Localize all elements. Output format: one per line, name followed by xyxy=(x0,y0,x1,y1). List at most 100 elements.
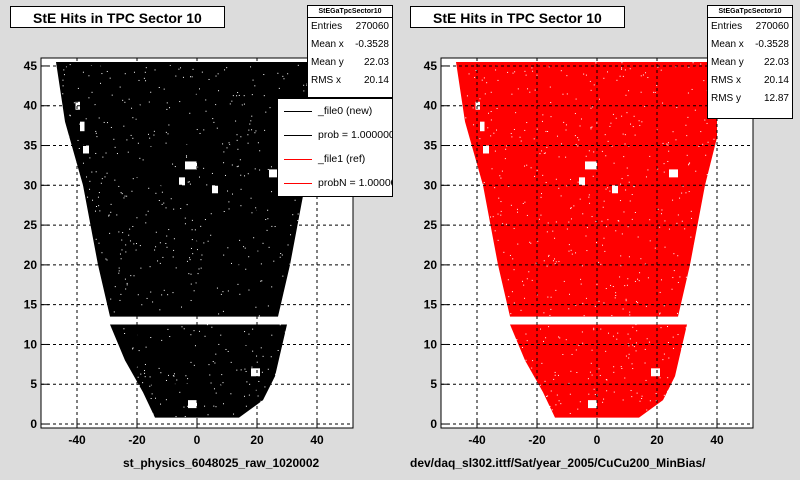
right-speckle-dot xyxy=(504,158,506,160)
right-speckle-dot xyxy=(570,370,572,372)
right-speckle-dot xyxy=(463,382,465,384)
right-speckle-dot xyxy=(569,412,571,414)
left-speckle-dot xyxy=(99,327,101,329)
right-speckle-dot xyxy=(530,242,532,244)
left-speckle-dot xyxy=(218,90,220,92)
left-speckle-dot xyxy=(304,319,306,321)
right-speckle-dot xyxy=(475,315,477,317)
left-speckle-dot xyxy=(179,101,181,103)
right-speckle-dot xyxy=(519,136,521,138)
right-speckle-dot xyxy=(655,400,657,402)
right-speckle-dot xyxy=(685,192,687,194)
left-speckle-dot xyxy=(144,372,146,374)
left-speckle-dot xyxy=(101,178,103,180)
left-speckle-dot xyxy=(311,250,313,252)
right-speckle-dot xyxy=(562,93,564,95)
right-speckle-dot xyxy=(462,228,464,230)
right-speckle-dot xyxy=(526,164,528,166)
right-speckle-dot xyxy=(620,366,622,368)
right-speckle-dot xyxy=(494,187,496,189)
right-speckle-dot xyxy=(524,70,526,72)
left-speckle-dot xyxy=(253,237,255,239)
left-speckle-dot xyxy=(123,328,125,330)
left-speckle-dot xyxy=(229,144,231,146)
legend-label-file1: _file1 (ref) xyxy=(318,153,366,165)
left-speckle-dot xyxy=(188,181,190,183)
right-speckle-dot xyxy=(536,128,538,130)
right-speckle-dot xyxy=(640,91,642,93)
right-speckle-dot xyxy=(673,270,675,272)
left-speckle-dot xyxy=(191,229,193,231)
right-speckle-dot xyxy=(560,195,562,197)
left-speckle-dot xyxy=(169,336,171,338)
right-speckle-dot xyxy=(634,134,636,136)
left-speckle-dot xyxy=(70,277,72,279)
right-speckle-dot xyxy=(531,319,533,321)
right-speckle-dot xyxy=(603,237,605,239)
right-speckle-dot xyxy=(550,102,552,104)
right-speckle-dot xyxy=(681,192,683,194)
right-xtick-label: -40 xyxy=(468,433,486,447)
left-speckle-dot xyxy=(294,282,296,284)
left-speckle-dot xyxy=(185,318,187,320)
right-speckle-dot xyxy=(554,374,556,376)
left-speckle-dot xyxy=(186,156,188,158)
left-speckle-dot xyxy=(140,373,142,375)
right-speckle-dot xyxy=(633,346,635,348)
left-speckle-dot xyxy=(75,224,77,226)
left-speckle-dot xyxy=(69,411,71,413)
right-speckle-dot xyxy=(569,178,571,180)
right-speckle-dot xyxy=(464,270,466,272)
left-speckle-dot xyxy=(139,157,141,159)
left-speckle-dot xyxy=(282,75,284,77)
right-speckle-dot xyxy=(513,227,515,229)
left-speckle-dot xyxy=(230,361,232,363)
right-speckle-dot xyxy=(595,242,597,244)
left-speckle-dot xyxy=(159,262,161,264)
right-speckle-dot xyxy=(609,125,611,127)
right-speckle-dot xyxy=(466,95,468,97)
right-speckle-dot xyxy=(586,227,588,229)
right-speckle-dot xyxy=(663,305,665,307)
left-speckle-dot xyxy=(68,135,70,137)
right-speckle-dot xyxy=(522,376,524,378)
left-speckle-dot xyxy=(109,374,111,376)
right-speckle-dot xyxy=(646,338,648,340)
right-speckle-dot xyxy=(660,279,662,281)
left-speckle-dot xyxy=(102,391,104,393)
right-speckle-dot xyxy=(589,80,591,82)
left-speckle-dot xyxy=(230,262,232,264)
left-speckle-dot xyxy=(271,191,273,193)
left-speckle-dot xyxy=(150,318,152,320)
left-speckle-dot xyxy=(184,416,186,418)
left-speckle-dot xyxy=(201,71,203,73)
right-speckle-dot xyxy=(496,108,498,110)
left-speckle-dot xyxy=(210,213,212,215)
left-speckle-dot xyxy=(269,107,271,109)
right-speckle-dot xyxy=(677,255,679,257)
left-speckle-dot xyxy=(222,143,224,145)
left-speckle-dot xyxy=(257,250,259,252)
left-speckle-dot xyxy=(216,127,218,129)
left-speckle-dot xyxy=(228,208,230,210)
left-speckle-dot xyxy=(146,297,148,299)
left-speckle-dot xyxy=(148,407,150,409)
left-speckle-dot xyxy=(205,99,207,101)
right-speckle-dot xyxy=(649,219,651,221)
right-speckle-dot xyxy=(574,113,576,115)
right-speckle-dot xyxy=(707,293,709,295)
left-speckle-dot xyxy=(254,168,256,170)
left-speckle-dot xyxy=(95,152,97,154)
left-speckle-dot xyxy=(123,197,125,199)
left-speckle-dot xyxy=(78,399,80,401)
right-speckle-dot xyxy=(556,394,558,396)
right-speckle-dot xyxy=(537,240,539,242)
right-speckle-dot xyxy=(494,325,496,327)
left-speckle-dot xyxy=(118,231,120,233)
left-speckle-dot xyxy=(220,334,222,336)
right-ytick-label: 35 xyxy=(424,139,438,153)
right-speckle-dot xyxy=(492,216,494,218)
right-speckle-dot xyxy=(490,262,492,264)
left-speckle-dot xyxy=(126,284,128,286)
left-speckle-dot xyxy=(162,256,164,258)
